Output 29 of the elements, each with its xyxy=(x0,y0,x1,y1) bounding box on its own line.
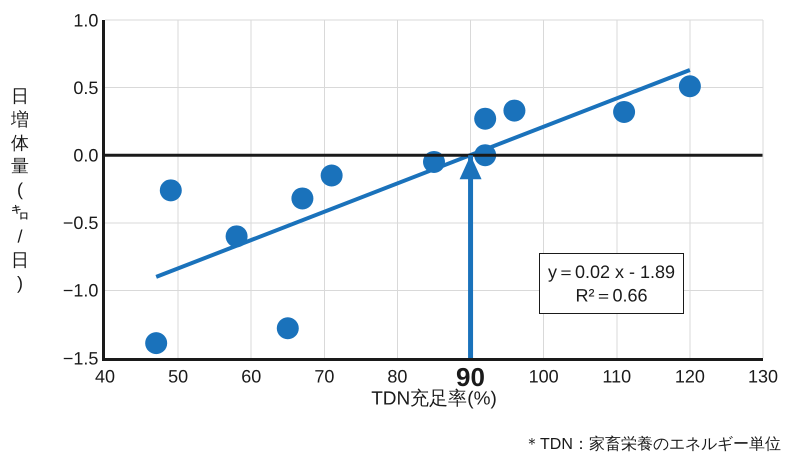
x-tick-label: 120 xyxy=(674,366,705,387)
point xyxy=(503,100,526,122)
x-tick-label: 80 xyxy=(387,366,408,387)
point xyxy=(276,317,299,340)
x-tick-label: 50 xyxy=(168,366,188,387)
point xyxy=(226,225,248,248)
point xyxy=(474,108,496,130)
point xyxy=(678,75,701,98)
text: ＊TDN：家畜栄養のエネルギー単位 xyxy=(524,435,781,453)
annotation: R²＝0.66 xyxy=(576,285,648,306)
x-tick-label: 110 xyxy=(602,366,632,387)
y-tick-label: 1.0 xyxy=(73,10,98,30)
x-tick-label: 70 xyxy=(314,366,334,387)
y-tick-label: 0.5 xyxy=(73,78,98,98)
y-tick-label: −0.5 xyxy=(62,213,98,234)
x-tick-label: 40 xyxy=(94,366,116,387)
point xyxy=(291,187,314,210)
x-tick-label: 60 xyxy=(241,366,262,387)
point xyxy=(145,332,168,354)
annotation: y＝0.02 x - 1.89 xyxy=(548,262,676,282)
point xyxy=(320,164,343,186)
point xyxy=(613,100,636,123)
text: 日増体量(㌔/日) xyxy=(11,86,29,294)
x-tick-label: 100 xyxy=(528,366,559,387)
point xyxy=(160,179,182,202)
y-tick-label: 0.0 xyxy=(73,146,98,166)
x-tick-label: 130 xyxy=(748,366,778,387)
y-tick-label: −1.5 xyxy=(62,348,98,368)
y-tick-label: −1.0 xyxy=(62,280,98,301)
